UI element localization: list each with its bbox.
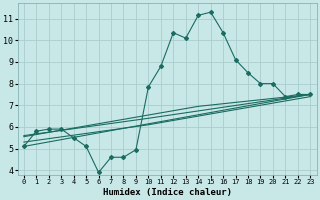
- X-axis label: Humidex (Indice chaleur): Humidex (Indice chaleur): [103, 188, 232, 197]
